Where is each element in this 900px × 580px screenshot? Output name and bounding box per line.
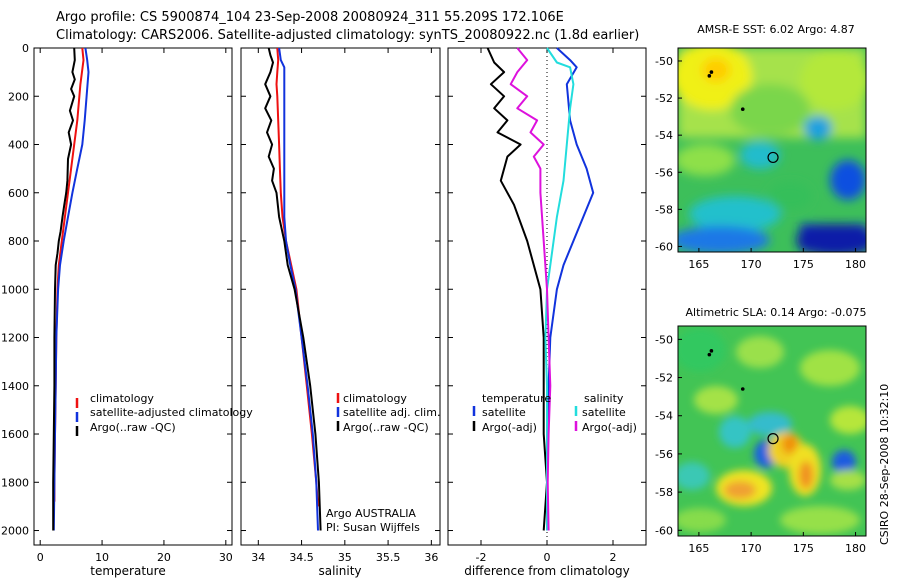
header-line-1: Argo profile: CS 5900874_104 23-Sep-2008… (56, 10, 564, 25)
map-y-tick-label: -56 (655, 166, 673, 179)
sst-map-title: AMSR-E SST: 6.02 Argo: 4.87 (697, 23, 855, 36)
series-line-salinity-argo-adj (509, 47, 552, 531)
series-line-satellite-adj-clim (278, 47, 319, 531)
legend-salinity-header: salinity (584, 392, 624, 405)
argo-track-point (707, 352, 712, 357)
series-line-temperature-satellite (546, 47, 595, 531)
legend-satellite-adjusted-climatology: satellite-adjusted climatology (90, 406, 253, 419)
y-tick-label: 600 (8, 187, 29, 200)
y-tick-label: 1600 (1, 428, 29, 441)
series-line-argo-raw-qc (52, 47, 76, 531)
header-line-2: Climatology: CARS2006. Satellite-adjuste… (56, 28, 640, 43)
sla-map-title: Altimetric SLA: 0.14 Argo: -0.075 (686, 306, 867, 319)
y-tick-label: 0 (22, 42, 29, 55)
argo-track-point (709, 349, 714, 353)
x-tick-label: 34.5 (289, 551, 314, 564)
legend-sal-argo-adj: Argo(-adj) (582, 421, 637, 434)
legend-temperature-header: temperature (482, 392, 551, 405)
sst-map-panel: AMSR-E SST: 6.02 Argo: 4.87 165 170 (655, 23, 867, 271)
series-line-temperature-argo-adj (486, 47, 548, 531)
map-y-tick-label: -54 (655, 410, 673, 423)
argo-profile-location-marker (767, 151, 779, 164)
map-y-tick-label: -54 (655, 129, 673, 142)
temperature-axes-frame (33, 47, 233, 546)
salinity-legend: climatology satellite adj. clim. Argo(..… (336, 392, 440, 434)
difference-panel: -2 0 2 temperature salinity satellite Argo… (447, 47, 647, 578)
map-x-tick-label: 170 (741, 258, 762, 271)
series-line-argo-raw-qc (264, 47, 322, 531)
x-tick-label: 36 (424, 551, 438, 564)
series-line-salinity-satellite (544, 47, 575, 531)
salinity-xlabel: salinity (318, 564, 361, 578)
difference-xlabel: difference from climatology (464, 564, 630, 578)
map-y-tick-label: -58 (655, 203, 673, 216)
y-tick-label: 800 (8, 235, 29, 248)
argo-track-point (740, 387, 745, 391)
temperature-panel: 0 10 20 30 0 200 400 600 800 1000 1200 1400 1600 1800… (1, 42, 253, 578)
salinity-axes-frame (240, 47, 441, 546)
map-x-tick-label: 175 (793, 258, 814, 271)
x-tick-label: 0 (544, 551, 551, 564)
argo-track-point (740, 107, 745, 111)
legend-sal-satellite: satellite (582, 406, 626, 419)
series-line-climatology (275, 47, 319, 507)
map-x-tick-label: 180 (845, 542, 866, 555)
y-tick-label: 1800 (1, 476, 29, 489)
legend-argo-raw: Argo(..raw -QC) (90, 421, 176, 434)
map-x-tick-label: 170 (741, 542, 762, 555)
x-tick-label: 0 (37, 551, 44, 564)
legend-sal-argo-raw: Argo(..raw -QC) (343, 421, 429, 434)
legend-temp-argo-adj: Argo(-adj) (482, 421, 537, 434)
map-y-tick-label: -50 (655, 333, 673, 346)
argo-profile-location-marker (767, 433, 779, 445)
series-line-satellite-adjusted-climatology (52, 47, 90, 531)
temperature-xlabel: temperature (90, 564, 165, 578)
argo-track-point (707, 74, 712, 78)
difference-legend: temperature salinity satellite Argo(-adj… (472, 392, 637, 434)
map-x-tick-label: 165 (688, 258, 709, 271)
map-x-tick-label: 180 (845, 258, 866, 271)
map-y-tick-label: -58 (655, 486, 673, 499)
sla-map-panel: Altimetric SLA: 0.14 Argo: -0.075 (655, 306, 867, 555)
x-tick-label: 20 (157, 551, 171, 564)
y-tick-label: 400 (8, 139, 29, 152)
map-y-tick-label: -52 (655, 372, 673, 385)
map-y-tick-label: -56 (655, 448, 673, 461)
legend-climatology: climatology (90, 392, 154, 405)
x-tick-label: 10 (95, 551, 109, 564)
y-tick-label: 1200 (1, 332, 29, 345)
y-tick-label: 2000 (1, 525, 29, 538)
temperature-legend: climatology satellite-adjusted climatolo… (75, 392, 253, 436)
map-y-tick-label: -60 (655, 240, 673, 253)
map-x-tick-label: 175 (793, 542, 814, 555)
x-tick-label: 35.5 (376, 551, 401, 564)
map-y-tick-label: -60 (655, 524, 673, 537)
argo-track-point (709, 70, 714, 74)
credit-timestamp: CSIRO 28-Sep-2008 10:32:10 (878, 384, 891, 545)
salinity-panel: 34 34.5 35 35.5 36 climatology satellite adj… (240, 47, 441, 578)
map-y-tick-label: -50 (655, 55, 673, 68)
x-tick-label: 2 (610, 551, 617, 564)
map-y-tick-label: -52 (655, 92, 673, 105)
pi-label: PI: Susan Wijffels (326, 521, 420, 534)
x-tick-label: 30 (219, 551, 233, 564)
x-tick-label: -2 (476, 551, 487, 564)
y-tick-label: 1400 (1, 380, 29, 393)
map-x-tick-label: 165 (688, 542, 709, 555)
sla-field (678, 326, 866, 536)
y-tick-label: 1000 (1, 283, 29, 296)
sst-field (678, 48, 866, 252)
y-tick-label: 200 (8, 90, 29, 103)
x-tick-label: 35 (338, 551, 352, 564)
legend-sal-climatology: climatology (343, 392, 407, 405)
x-tick-label: 34 (251, 551, 265, 564)
legend-temp-satellite: satellite (482, 406, 526, 419)
argo-australia-label: Argo AUSTRALIA (326, 507, 416, 520)
legend-sal-satellite-adj: satellite adj. clim. (343, 406, 440, 419)
